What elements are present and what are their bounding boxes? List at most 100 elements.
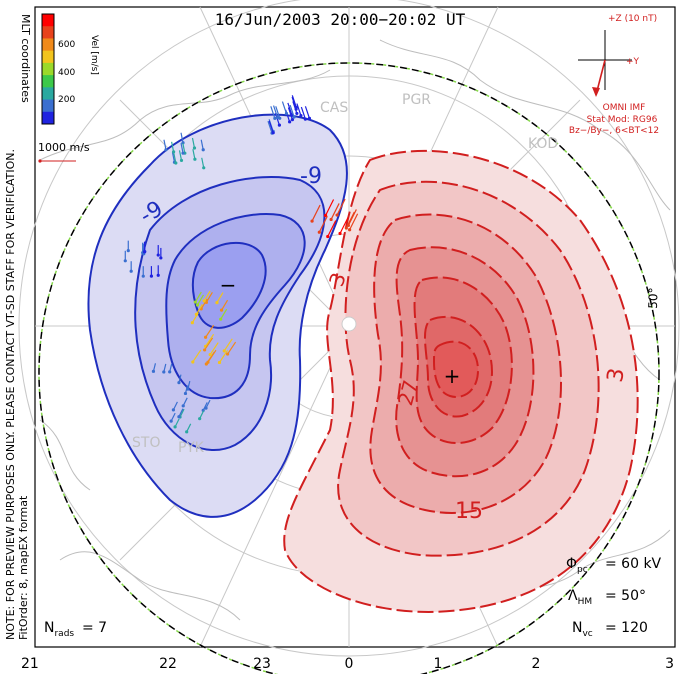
velocity-vector <box>171 141 175 152</box>
velocity-vector-origin <box>171 408 176 412</box>
velocity-vector <box>209 342 219 355</box>
colorbar-swatch <box>42 75 54 88</box>
velocity-vector <box>304 106 310 119</box>
velocity-vector-origin <box>317 230 321 234</box>
velocity-vector-origin <box>290 118 295 122</box>
velocity-vector <box>220 308 228 320</box>
velocity-vector-origin <box>129 269 133 273</box>
velocity-vector-origin <box>294 107 298 111</box>
neg-contour-4 <box>191 241 267 329</box>
velocity-vector-origin <box>202 166 206 170</box>
velocity-vector <box>275 106 281 119</box>
velocity-vector-origin <box>215 300 219 305</box>
velocity-vector-origin <box>335 213 339 217</box>
velocity-vector <box>291 96 297 110</box>
velocity-vector <box>205 292 213 303</box>
velocity-vector-origin <box>177 381 181 385</box>
colorbar-tick-600: 600 <box>58 40 75 50</box>
stats-panel: Φpc = 60 kV ΛHM = 50° Nvc = 120 Nrads = … <box>44 556 662 639</box>
velocity-vector <box>339 217 349 234</box>
x-tick-label: 23 <box>253 656 271 672</box>
velocity-vector-origin <box>219 308 224 312</box>
velocity-vector <box>216 292 224 303</box>
chart-title: 16/Jun/2003 20:00−20:02 UT <box>215 10 466 29</box>
velocity-vector <box>347 209 357 226</box>
velocity-vector <box>200 298 208 310</box>
velocity-vector-origin <box>156 273 160 277</box>
velocity-vector-origin <box>193 300 197 304</box>
velocity-vector-origin <box>181 151 185 155</box>
velocity-vector <box>270 106 276 119</box>
velocity-vector-origin <box>307 116 312 120</box>
colorbar-swatch <box>42 38 54 52</box>
velocity-vector <box>330 203 340 220</box>
velocity-vector-origin <box>329 217 333 222</box>
stat-lambda-hm-value: = 50° <box>605 588 646 604</box>
latitude-label: 50° <box>646 287 661 309</box>
velocity-vector-origin <box>195 303 200 307</box>
velocity-vector-origin <box>284 111 289 116</box>
stat-phi-pc-value: = 60 kV <box>605 556 662 572</box>
colorbar-swatch <box>42 14 54 27</box>
velocity-vectors <box>123 95 359 434</box>
colorbar-swatch <box>42 62 54 76</box>
velocity-vector-origin <box>204 406 208 410</box>
velocity-vector-origin <box>348 228 352 232</box>
station-kod: KOD <box>528 136 558 152</box>
colorbar: 600 400 200 Vel [m/s] <box>41 13 99 125</box>
velocity-vector-origin <box>183 391 188 396</box>
velocity-vector <box>182 143 186 154</box>
velocity-vector-origin <box>273 116 277 120</box>
velocity-vector-origin <box>344 226 348 230</box>
velocity-vector-origin <box>326 234 330 239</box>
velocity-vector-origin <box>181 404 185 408</box>
velocity-vector <box>205 351 215 365</box>
pos-max-marker: + <box>444 364 461 388</box>
velocity-vector <box>223 338 233 352</box>
colorbar-label: Vel [m/s] <box>89 35 99 75</box>
velocity-vector <box>205 324 215 338</box>
velocity-vector-origin <box>292 115 296 119</box>
velocity-vector-origin <box>203 348 207 352</box>
velocity-vector-origin <box>193 157 197 161</box>
velocity-vector <box>204 337 214 351</box>
stat-nvc-value: = 120 <box>605 620 648 636</box>
velocity-vector-origin <box>174 161 178 165</box>
colorbar-tick-200: 200 <box>58 95 75 105</box>
velocity-vector-origin <box>190 321 194 325</box>
colorbar-frame <box>41 13 55 125</box>
velocity-vector <box>327 220 337 237</box>
velocity-vector <box>195 304 203 315</box>
velocity-vector-origin <box>177 415 181 419</box>
velocity-vector-origin <box>338 231 342 236</box>
velocity-vector <box>163 139 167 150</box>
velocity-vector-origin <box>173 425 177 429</box>
velocity-vector <box>287 107 293 120</box>
velocity-vector <box>268 120 274 133</box>
velocity-vector <box>336 198 346 216</box>
scale-vector: 1000 m/s <box>38 141 90 163</box>
velocity-vector <box>201 157 205 168</box>
velocity-vector <box>196 294 204 306</box>
velocity-vector <box>300 106 306 120</box>
station-sto: STO <box>132 435 160 451</box>
velocity-vector-origin <box>156 253 160 257</box>
imf-arrowhead <box>592 87 600 97</box>
velocity-vector <box>349 213 359 231</box>
velocity-vector-origin <box>168 370 172 374</box>
pole-marker <box>341 316 357 332</box>
velocity-vector <box>325 199 335 216</box>
velocity-vector <box>191 312 199 323</box>
velocity-vector-origin <box>159 256 163 260</box>
velocity-vector-origin <box>204 335 208 339</box>
velocity-vector <box>218 350 228 363</box>
velocity-vector <box>191 137 196 149</box>
colorbar-tick-400: 400 <box>58 68 75 78</box>
velocity-vector <box>180 132 184 143</box>
velocity-vector-origin <box>299 113 303 118</box>
velocity-vector-origin <box>275 115 280 120</box>
x-axis-ticks: 21 22 23 0 1 2 3 <box>21 656 674 672</box>
neg-label-1: -9 <box>300 164 322 189</box>
velocity-vector-origin <box>185 430 189 434</box>
velocity-vector-origin <box>142 250 147 254</box>
